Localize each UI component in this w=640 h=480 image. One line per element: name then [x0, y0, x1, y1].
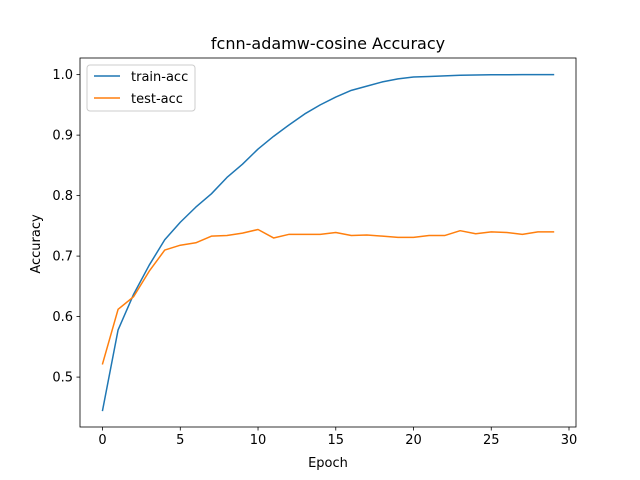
x-tick-label: 5 — [176, 433, 184, 448]
x-tick-label: 15 — [328, 433, 345, 448]
x-tick-label: 20 — [405, 433, 422, 448]
series-line-train-acc — [101, 73, 555, 412]
y-tick-label: 0.8 — [52, 189, 73, 204]
legend-label-test-acc: test-acc — [131, 92, 183, 107]
legend: train-acc test-acc — [86, 64, 196, 112]
x-axis-label: Epoch — [308, 456, 348, 471]
y-tick-label: 0.7 — [52, 250, 73, 265]
legend-label-train-acc: train-acc — [131, 70, 188, 85]
x-tick-label: 0 — [98, 433, 106, 448]
y-tick-label: 1.0 — [52, 68, 73, 83]
series-line-test-acc — [101, 228, 555, 365]
plot-area — [101, 73, 555, 412]
x-tick-label: 30 — [561, 433, 578, 448]
y-axis-label: Accuracy — [29, 214, 44, 274]
y-tick-label: 0.5 — [52, 371, 73, 386]
axes: 0 5 10 15 20 25 30 0.5 0.6 0.7 0.8 0.9 1.0 — [52, 57, 578, 448]
y-tick-label: 0.6 — [52, 310, 73, 325]
x-tick-label: 25 — [483, 433, 500, 448]
chart-title: fcnn-adamw-cosine Accuracy — [211, 34, 445, 53]
axes-frame — [79, 57, 577, 428]
y-tick-label: 0.9 — [52, 129, 73, 144]
x-tick-label: 10 — [250, 433, 267, 448]
